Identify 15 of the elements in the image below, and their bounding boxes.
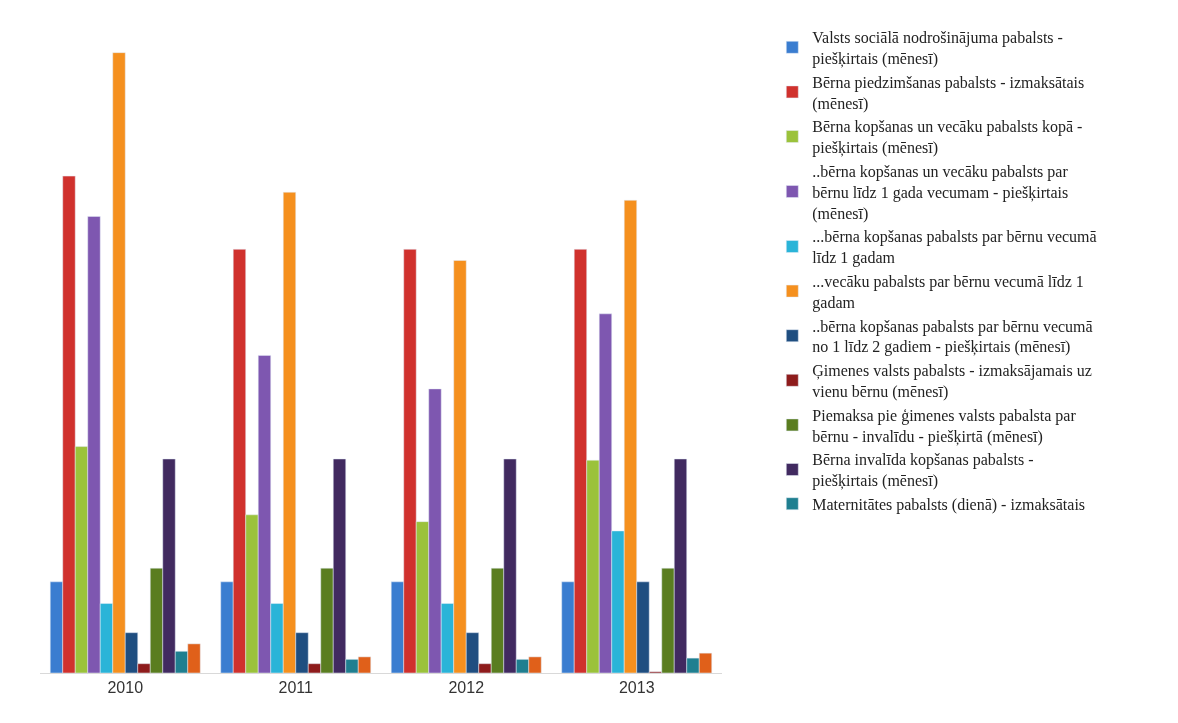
legend-label: Maternitātes pabalsts (dienā) - izmaksātais xyxy=(812,495,1086,514)
legend-label: Ģimenes valsts pabalsts - izmaksājamais uz vienu bērnu (mēnesī) xyxy=(812,362,1092,401)
legend-label: Bērna invalīda kopšanas pabalsts - piešķirtais (mēnesī) xyxy=(812,451,1034,491)
legend-label: ...vecāku pabalsts par bērnu vecumā līdz 1 gadam xyxy=(812,272,1084,312)
legend-label: Valsts sociālā nodrošinājuma pabalsts - piešķirtais (mēnesī) xyxy=(812,29,1063,68)
x-tick-label: 2013 xyxy=(618,679,655,697)
x-tick-label: 2011 xyxy=(278,679,314,697)
x-tick-label: 2012 xyxy=(448,679,485,697)
legend-label: Bērna piedzimšanas pabalsts - izmaksātais (mēnesī) xyxy=(812,73,1085,113)
x-tick-label: 2010 xyxy=(107,679,144,697)
legend-label: ..bērna kopšanas un vecāku pabalsts par bērnu līdz 1 gada vecumam - piešķirtais (mēnesī) xyxy=(812,162,1069,223)
legend-label: Piemaksa pie ģimenes valsts pabalsta par bērnu - invalīdu - piešķirtā (mēnesī) xyxy=(812,406,1077,446)
legend-label: ...bērna kopšanas pabalsts par bērnu vecumā līdz 1 gadam xyxy=(812,228,1097,268)
legend-label: Bērna kopšanas un vecāku pabalsts kopā - piešķirtais (mēnesī) xyxy=(812,118,1083,158)
legend-label: ..bērna kopšanas pabalsts par bērnu vecumā no 1 līdz 2 gadiem - piešķirtais (mēnesī) xyxy=(812,317,1093,357)
